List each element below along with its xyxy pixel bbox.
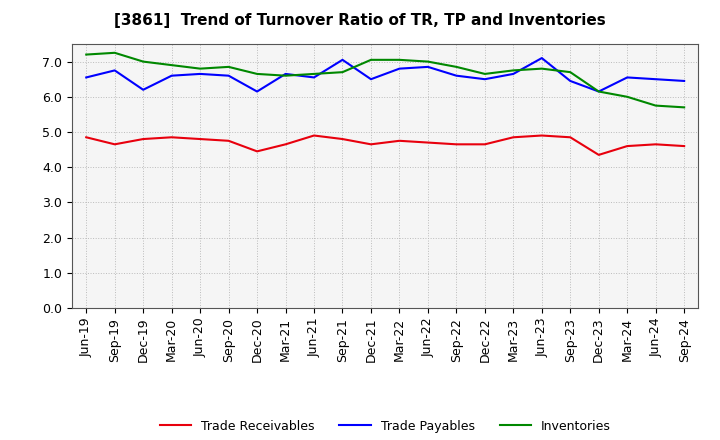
Inventories [566, 70, 575, 75]
Trade Receivables [566, 135, 575, 140]
Trade Receivables [225, 138, 233, 143]
Inventories [595, 89, 603, 94]
Trade Payables [196, 71, 204, 77]
Inventories [167, 62, 176, 68]
Trade Payables [652, 77, 660, 82]
Trade Receivables [366, 142, 375, 147]
Trade Receivables [139, 136, 148, 142]
Trade Payables [167, 73, 176, 78]
Inventories [366, 57, 375, 62]
Trade Receivables [82, 135, 91, 140]
Trade Payables [680, 78, 688, 84]
Trade Payables [423, 64, 432, 70]
Trade Payables [82, 75, 91, 80]
Trade Receivables [338, 136, 347, 142]
Trade Receivables [595, 152, 603, 158]
Trade Payables [282, 71, 290, 77]
Trade Payables [623, 75, 631, 80]
Inventories [537, 66, 546, 71]
Trade Payables [338, 57, 347, 62]
Inventories [452, 64, 461, 70]
Inventories [82, 52, 91, 57]
Trade Receivables [395, 138, 404, 143]
Trade Payables [366, 77, 375, 82]
Trade Payables [595, 89, 603, 94]
Inventories [480, 71, 489, 77]
Trade Payables [225, 73, 233, 78]
Inventories [395, 57, 404, 62]
Trade Receivables [652, 142, 660, 147]
Trade Receivables [196, 136, 204, 142]
Trade Receivables [282, 142, 290, 147]
Inventories [139, 59, 148, 64]
Inventories [680, 105, 688, 110]
Trade Receivables [480, 142, 489, 147]
Trade Receivables [423, 140, 432, 145]
Inventories [282, 73, 290, 78]
Line: Trade Payables: Trade Payables [86, 58, 684, 92]
Inventories [253, 71, 261, 77]
Trade Receivables [110, 142, 119, 147]
Line: Trade Receivables: Trade Receivables [86, 136, 684, 155]
Inventories [110, 50, 119, 55]
Inventories [509, 68, 518, 73]
Trade Payables [110, 68, 119, 73]
Trade Payables [139, 87, 148, 92]
Text: [3861]  Trend of Turnover Ratio of TR, TP and Inventories: [3861] Trend of Turnover Ratio of TR, TP… [114, 13, 606, 28]
Legend: Trade Receivables, Trade Payables, Inventories: Trade Receivables, Trade Payables, Inven… [155, 414, 616, 437]
Trade Payables [253, 89, 261, 94]
Trade Receivables [310, 133, 318, 138]
Trade Receivables [167, 135, 176, 140]
Line: Inventories: Inventories [86, 53, 684, 107]
Trade Payables [310, 75, 318, 80]
Inventories [652, 103, 660, 108]
Trade Receivables [509, 135, 518, 140]
Trade Receivables [253, 149, 261, 154]
Trade Payables [480, 77, 489, 82]
Trade Receivables [537, 133, 546, 138]
Inventories [225, 64, 233, 70]
Trade Payables [537, 55, 546, 61]
Trade Payables [395, 66, 404, 71]
Inventories [196, 66, 204, 71]
Inventories [310, 71, 318, 77]
Trade Payables [566, 78, 575, 84]
Trade Payables [452, 73, 461, 78]
Inventories [623, 94, 631, 99]
Inventories [423, 59, 432, 64]
Trade Receivables [623, 143, 631, 149]
Trade Receivables [680, 143, 688, 149]
Trade Receivables [452, 142, 461, 147]
Trade Payables [509, 71, 518, 77]
Inventories [338, 70, 347, 75]
